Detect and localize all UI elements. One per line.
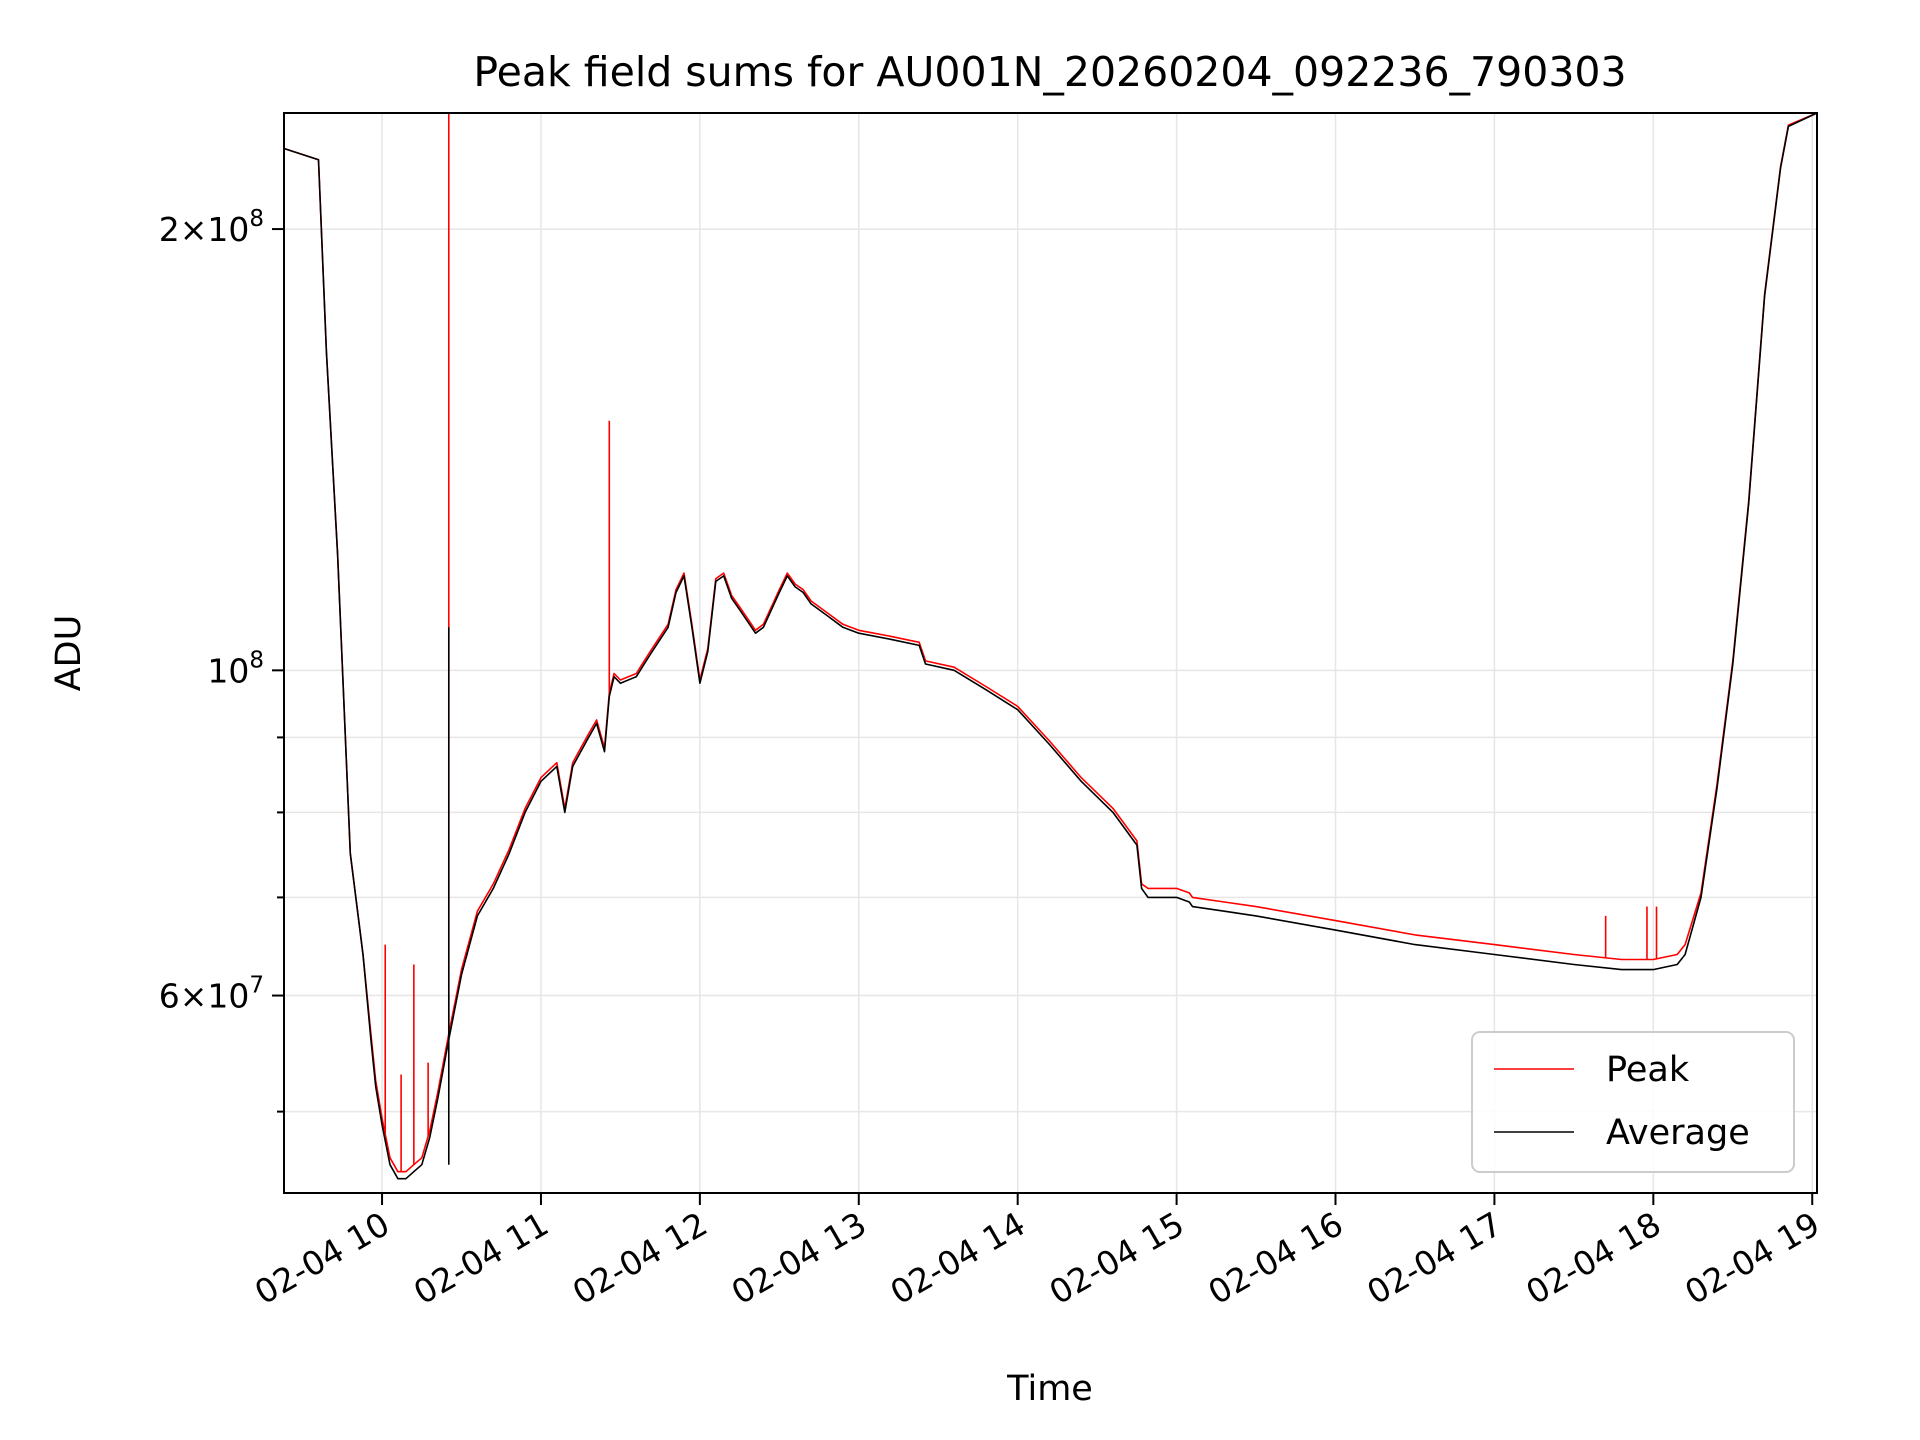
y-tick-label: 6×107 [159,973,264,1016]
x-axis: 02-04 10 02-04 11 02-04 12 02-04 13 02-04 14… [248,1193,1826,1312]
x-tick-label: 02-04 19 [1678,1204,1826,1312]
x-tick-label: 02-04 18 [1519,1204,1667,1312]
x-tick-label: 02-04 15 [1043,1204,1191,1312]
average-series-line [283,112,1818,1180]
legend-label-peak: Peak [1606,1050,1690,1090]
x-tick-label: 02-04 14 [884,1204,1032,1312]
legend-box [1471,1031,1795,1173]
x-tick-label: 02-04 13 [725,1204,873,1312]
x-tick-label: 02-04 17 [1360,1204,1508,1312]
peak-series-line [283,112,1818,1173]
legend: Peak Average [1471,1031,1795,1173]
y-axis: 6×107 108 2×108 [159,206,284,1113]
legend-label-average: Average [1606,1113,1750,1153]
x-tick-label: 02-04 10 [248,1204,396,1312]
x-tick-label: 02-04 12 [566,1204,714,1312]
x-axis-label: Time [1006,1369,1093,1409]
y-tick-label: 2×108 [159,206,264,249]
x-tick-label: 02-04 11 [407,1204,555,1312]
x-tick-label: 02-04 16 [1202,1204,1350,1312]
series-layer [283,112,1818,1180]
y-tick-label: 108 [207,647,264,690]
grid-lines [284,113,1817,1193]
plot-frame [283,112,1818,1194]
y-axis-label: ADU [49,615,89,692]
chart-title: Peak field sums for AU001N_20260204_0922… [473,48,1626,96]
